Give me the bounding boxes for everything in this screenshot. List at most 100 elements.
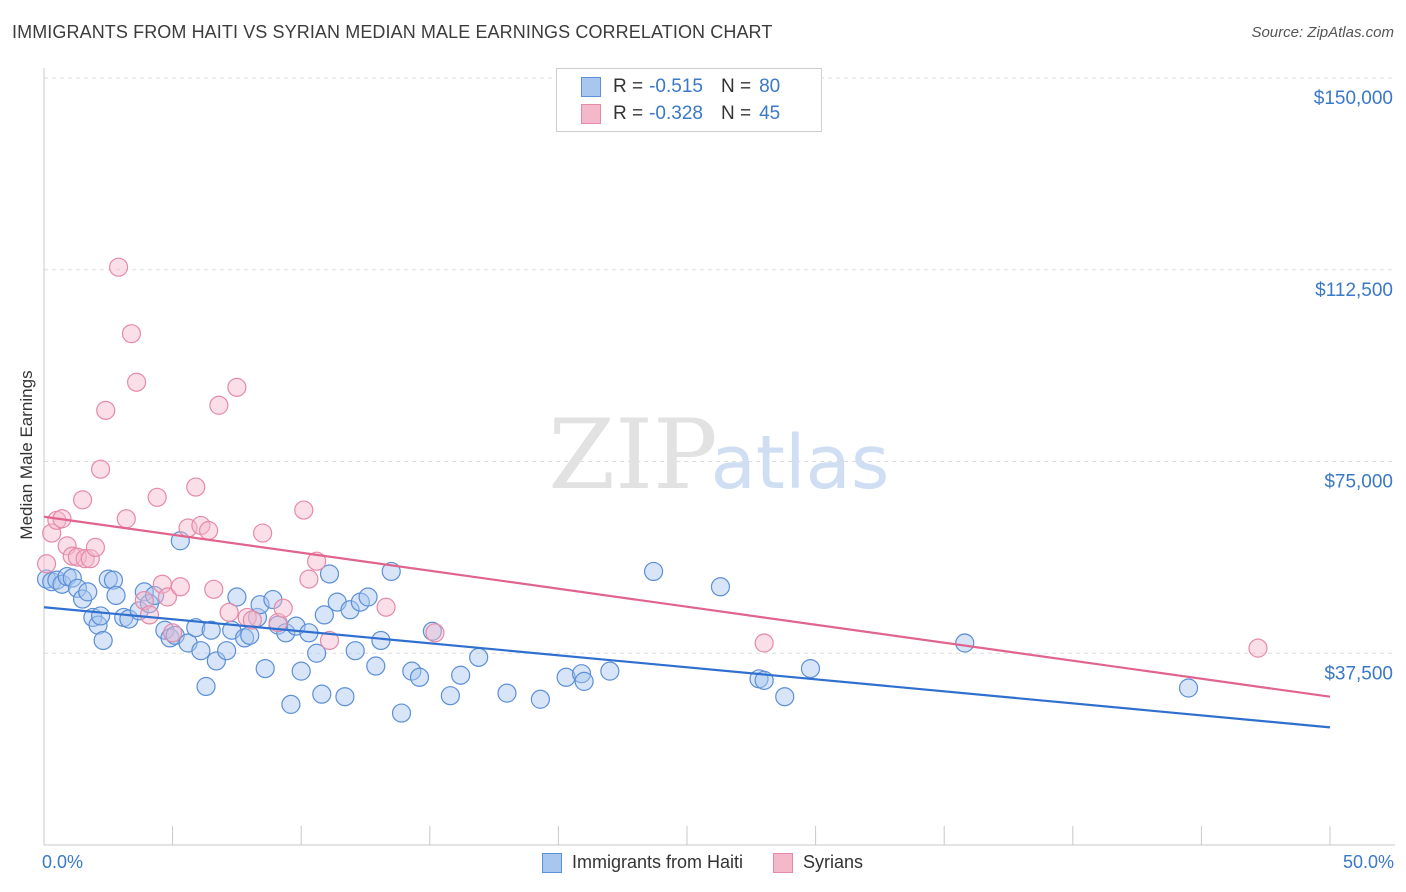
haiti-point-53 bbox=[340, 600, 360, 620]
syria-point-14 bbox=[116, 509, 136, 529]
legend-item-syria[interactable]: Syrians bbox=[773, 852, 863, 873]
series-legend: Immigrants from Haiti Syrians bbox=[542, 852, 893, 873]
haiti-point-28 bbox=[191, 641, 211, 661]
watermark: ZIP atlas bbox=[548, 399, 889, 511]
source-credit: Source: ZipAtlas.com bbox=[1251, 24, 1394, 41]
syria-legend-label: Syrians bbox=[803, 852, 864, 872]
n-label: N = bbox=[720, 76, 752, 97]
haiti-point-54 bbox=[345, 641, 365, 661]
stats-row-syria: R = -0.328 N = 45 bbox=[581, 102, 780, 126]
haiti-point-62 bbox=[409, 667, 430, 687]
haiti-point-47 bbox=[307, 643, 327, 663]
syria-point-27 bbox=[199, 520, 219, 541]
haiti-point-8 bbox=[78, 582, 98, 602]
syria-point-28 bbox=[204, 579, 224, 599]
syria-point-43 bbox=[754, 633, 774, 653]
r-value: -0.515 bbox=[649, 76, 703, 97]
legend-item-haiti[interactable]: Immigrants from Haiti bbox=[542, 852, 743, 873]
stats-legend: R = -0.515 N = 80 R = -0.328 N = 45 bbox=[556, 68, 822, 132]
r-label: R = bbox=[613, 76, 644, 97]
watermark-zip: ZIP bbox=[548, 399, 717, 511]
n-label: N = bbox=[720, 103, 752, 124]
haiti-point-78 bbox=[800, 658, 821, 679]
n-value: 45 bbox=[759, 103, 781, 124]
haiti-trend-line bbox=[43, 606, 1331, 729]
syria-point-36 bbox=[273, 598, 293, 618]
haiti-swatch bbox=[581, 77, 601, 97]
syria-point-0 bbox=[36, 554, 57, 574]
haiti-point-65 bbox=[451, 665, 471, 685]
haiti-point-49 bbox=[314, 605, 334, 625]
syria-point-15 bbox=[121, 324, 142, 344]
haiti-point-23 bbox=[160, 628, 180, 648]
stats-row-haiti: R = -0.515 N = 80 bbox=[581, 75, 780, 99]
haiti-point-56 bbox=[358, 587, 378, 607]
haiti-point-69 bbox=[556, 667, 576, 687]
haiti-point-48 bbox=[312, 684, 332, 704]
axes bbox=[43, 68, 1395, 846]
haiti-point-38 bbox=[250, 595, 270, 615]
gridlines bbox=[44, 77, 1395, 654]
syria-point-18 bbox=[139, 605, 160, 625]
n-value: 80 bbox=[759, 76, 781, 97]
y-tick-label-1: $75,000 bbox=[1324, 472, 1393, 493]
r-label: R = bbox=[613, 103, 644, 124]
haiti-point-45 bbox=[291, 661, 311, 681]
syria-point-10 bbox=[85, 537, 106, 558]
haiti-point-15 bbox=[106, 585, 126, 606]
syria-point-21 bbox=[157, 587, 178, 607]
series-syria-points bbox=[36, 257, 1268, 658]
y-tick-labels: $37,500 $75,000 $112,500 $150,000 bbox=[1314, 88, 1393, 684]
syria-point-44 bbox=[1248, 638, 1268, 658]
haiti-point-64 bbox=[440, 686, 460, 706]
y-tick-label-0: $37,500 bbox=[1324, 663, 1393, 684]
haiti-point-12 bbox=[93, 630, 113, 651]
haiti-point-5 bbox=[62, 568, 82, 588]
syria-point-42 bbox=[425, 623, 445, 643]
haiti-point-73 bbox=[643, 561, 664, 582]
syria-point-37 bbox=[294, 500, 314, 520]
syria-swatch bbox=[581, 104, 601, 124]
haiti-point-80 bbox=[1178, 678, 1199, 698]
syria-point-40 bbox=[319, 630, 340, 651]
syria-point-7 bbox=[72, 490, 93, 510]
syria-point-23 bbox=[170, 577, 190, 597]
haiti-point-66 bbox=[469, 647, 489, 667]
haiti-point-11 bbox=[90, 606, 111, 626]
syria-legend-swatch bbox=[773, 852, 794, 873]
haiti-point-72 bbox=[600, 661, 620, 681]
haiti-point-29 bbox=[196, 676, 216, 697]
syria-point-17 bbox=[134, 590, 154, 611]
x-tick-max: 50.0% bbox=[1342, 852, 1394, 872]
y-tick-label-2: $112,500 bbox=[1315, 280, 1393, 301]
syria-point-41 bbox=[376, 597, 396, 617]
haiti-point-77 bbox=[775, 687, 795, 707]
syria-point-29 bbox=[209, 395, 229, 415]
haiti-point-58 bbox=[371, 630, 391, 651]
syria-point-11 bbox=[90, 459, 111, 479]
syria-point-30 bbox=[219, 602, 239, 622]
chart-title: IMMIGRANTS FROM HAITI VS SYRIAN MEDIAN M… bbox=[12, 22, 773, 42]
syria-point-16 bbox=[126, 372, 147, 392]
haiti-point-71 bbox=[574, 671, 594, 691]
haiti-point-35 bbox=[235, 628, 255, 648]
haiti-point-52 bbox=[335, 687, 355, 707]
watermark-atlas: atlas bbox=[711, 420, 890, 506]
syria-point-19 bbox=[147, 487, 167, 507]
syria-point-31 bbox=[227, 377, 247, 397]
haiti-point-67 bbox=[497, 683, 517, 703]
syria-point-13 bbox=[108, 257, 129, 277]
haiti-point-30 bbox=[201, 620, 221, 640]
haiti-point-50 bbox=[319, 564, 340, 584]
x-tick-min: 0.0% bbox=[42, 852, 84, 872]
syria-point-39 bbox=[307, 551, 327, 571]
haiti-point-68 bbox=[530, 689, 550, 709]
series-haiti-points bbox=[36, 531, 1199, 723]
haiti-point-79 bbox=[955, 633, 975, 653]
haiti-point-32 bbox=[217, 641, 237, 661]
haiti-point-39 bbox=[255, 658, 275, 679]
haiti-legend-label: Immigrants from Haiti bbox=[572, 852, 744, 872]
y-tick-label-3: $150,000 bbox=[1314, 88, 1393, 109]
haiti-point-57 bbox=[366, 656, 386, 676]
